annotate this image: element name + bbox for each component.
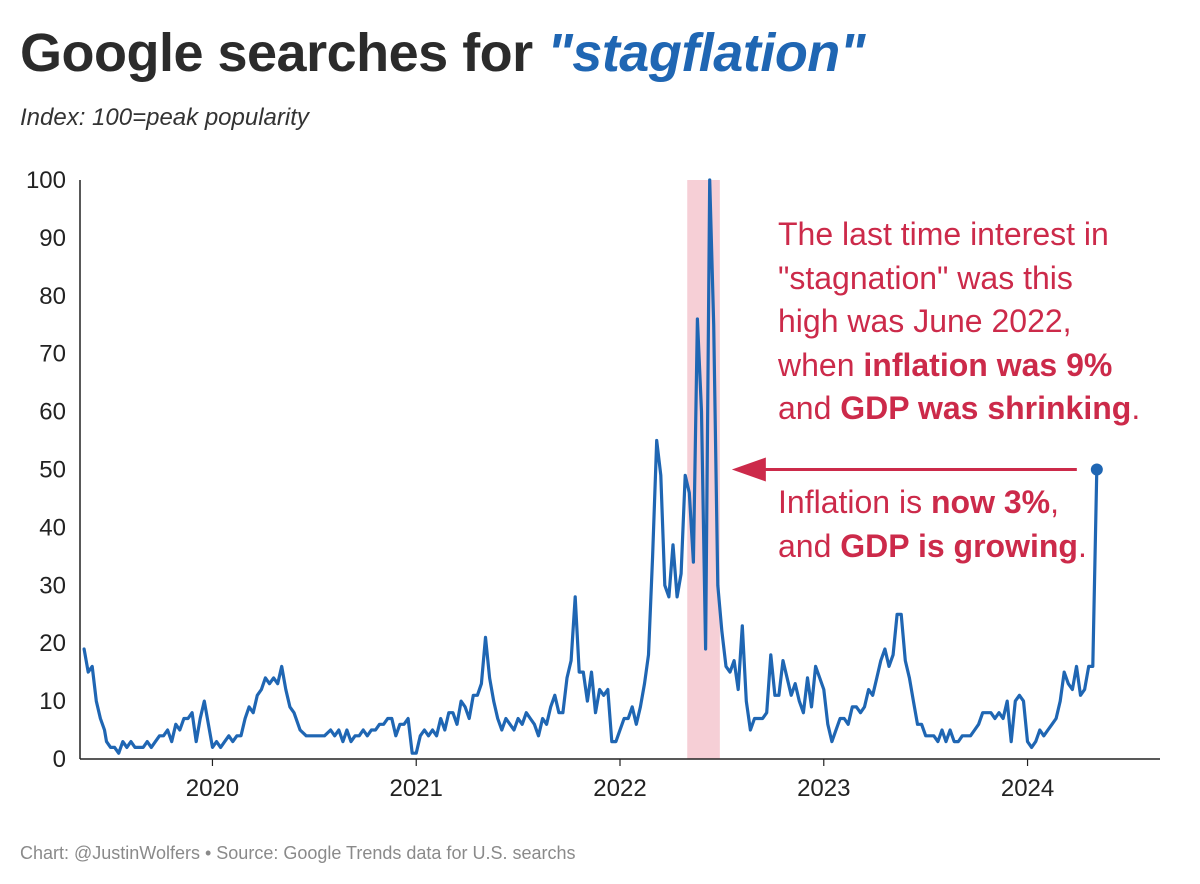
y-axis: 0 10 20 30 40 50 60 70 80 90 100 — [26, 167, 66, 773]
y-tick-label: 0 — [53, 746, 66, 773]
y-tick-label: 10 — [39, 688, 66, 715]
annotation-now-text: and — [778, 527, 841, 564]
title-prefix: Google searches for — [20, 23, 548, 83]
annotation-past-text: The last time interest in — [778, 216, 1109, 252]
x-tick-label: 2022 — [593, 775, 646, 802]
annotation-now-text: now 3% — [930, 484, 1051, 520]
annotation-now-line: and GDP is growing. — [778, 525, 1087, 569]
annotation-past-line: The last time interest in — [778, 213, 1140, 257]
annotation-past-text: . — [1131, 390, 1141, 426]
y-tick-label: 70 — [39, 341, 66, 368]
annotation-past: The last time interest in "stagnation" wa… — [778, 213, 1140, 431]
annotation-past-text: "stagnation" was this — [778, 259, 1073, 296]
annotation-arrow-head — [731, 457, 766, 482]
y-tick-label: 40 — [39, 514, 66, 541]
latest-value-dot — [1090, 463, 1103, 476]
y-tick-label: 20 — [39, 630, 66, 657]
annotation-past-text: high was June 2022, — [778, 303, 1072, 339]
y-tick-label: 50 — [39, 457, 66, 484]
annotation-past-line: "stagnation" was this — [778, 257, 1140, 301]
annotation-past-text: inflation was 9% — [863, 346, 1113, 383]
annotation-now-text: Inflation is — [778, 484, 931, 520]
y-tick-label: 100 — [26, 167, 66, 194]
x-axis: 2020 2021 2022 2023 2024 — [186, 759, 1054, 802]
annotation-now-line: Inflation is now 3%, — [778, 481, 1087, 525]
annotation-now-text: , — [1050, 484, 1059, 520]
x-tick-label: 2021 — [390, 775, 443, 802]
y-tick-label: 30 — [39, 572, 66, 599]
annotation-now-text: GDP is growing — [840, 527, 1078, 564]
x-tick-label: 2020 — [186, 775, 239, 802]
title-term: "stagflation" — [547, 23, 865, 83]
annotation-past-line: and GDP was shrinking. — [778, 387, 1140, 431]
annotation-now: Inflation is now 3%, and GDP is growing. — [778, 481, 1087, 568]
y-tick-label: 90 — [39, 225, 66, 252]
chart-subtitle: Index: 100=peak popularity — [20, 104, 309, 131]
series-line — [82, 178, 1099, 755]
annotation-past-line: high was June 2022, — [778, 300, 1140, 344]
x-tick-label: 2024 — [1001, 775, 1054, 802]
y-tick-label: 60 — [39, 399, 66, 426]
source-note: Chart: @JustinWolfers • Source: Google T… — [20, 843, 576, 863]
annotation-now-text: . — [1077, 527, 1087, 564]
chart-title: Google searches for "stagflation" — [20, 22, 865, 84]
y-tick-label: 80 — [39, 283, 66, 310]
annotation-past-text: GDP was shrinking — [840, 390, 1132, 426]
annotation-past-line: when inflation was 9% — [778, 344, 1140, 388]
annotation-past-text: and — [778, 390, 841, 426]
annotation-past-text: when — [778, 346, 864, 383]
x-tick-label: 2023 — [797, 775, 850, 802]
